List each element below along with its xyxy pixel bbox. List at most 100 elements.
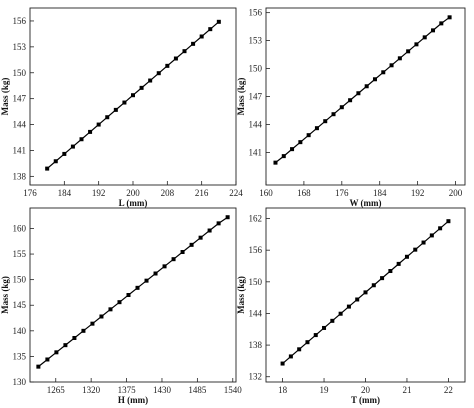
y-tick-label: 156	[249, 8, 263, 18]
data-point	[355, 297, 360, 302]
data-point	[297, 347, 302, 352]
x-tick-label: 208	[161, 188, 175, 198]
data-point	[314, 126, 319, 131]
y-tick-label: 150	[13, 275, 27, 285]
y-tick-label: 141	[249, 147, 263, 157]
data-point	[446, 219, 451, 224]
data-point	[45, 166, 50, 171]
data-point	[346, 304, 351, 309]
y-tick-label: 138	[13, 171, 27, 181]
plot-frame-w	[265, 7, 466, 186]
data-point	[273, 160, 278, 165]
x-tick-label: 21	[402, 385, 411, 395]
data-point	[348, 98, 353, 103]
data-point	[63, 343, 68, 348]
data-point	[165, 63, 170, 68]
data-point	[135, 285, 140, 290]
x-tick-label: 200	[126, 188, 140, 198]
y-tick-label: 156	[13, 16, 27, 26]
y-tick-label: 156	[249, 245, 263, 255]
x-tick-label: 18	[278, 385, 288, 395]
data-point	[280, 361, 285, 366]
data-point	[126, 293, 131, 297]
data-point	[331, 112, 336, 117]
data-point	[216, 221, 221, 226]
data-point	[105, 115, 110, 120]
data-point	[180, 250, 185, 255]
data-point	[198, 235, 203, 240]
data-point	[79, 137, 84, 142]
data-point	[421, 240, 426, 245]
x-tick-label: 1375	[118, 385, 137, 395]
data-point	[322, 325, 327, 330]
x-tick-label: 160	[259, 188, 273, 198]
y-tick-label: 150	[249, 64, 263, 74]
data-point	[153, 271, 158, 276]
y-tick-label: 155	[13, 249, 27, 259]
data-point	[72, 335, 77, 340]
x-tick-label: 1265	[47, 385, 66, 395]
data-point	[305, 340, 310, 345]
data-point	[156, 71, 161, 76]
data-point	[438, 226, 443, 231]
data-point	[439, 21, 444, 26]
y-tick-label: 153	[13, 42, 27, 52]
data-point	[330, 318, 335, 323]
data-point	[388, 269, 393, 274]
data-point	[447, 15, 452, 20]
x-axis-label-l: L (mm)	[119, 198, 148, 208]
data-point	[290, 147, 295, 152]
data-point	[96, 122, 101, 127]
data-point	[70, 144, 75, 149]
data-point	[406, 49, 411, 54]
data-point	[173, 56, 178, 61]
data-point	[131, 93, 135, 98]
x-tick-label: 20	[361, 385, 371, 395]
x-tick-label: 1320	[82, 385, 101, 395]
series-line-w	[275, 16, 450, 164]
data-point	[207, 228, 212, 233]
data-point	[99, 314, 104, 319]
data-point	[363, 290, 368, 295]
data-point	[404, 254, 409, 259]
data-point	[162, 264, 167, 269]
y-tick-label: 150	[249, 277, 263, 287]
y-tick-label: 150	[13, 68, 27, 78]
data-point	[356, 91, 361, 96]
x-axis-label-t: T (mm)	[351, 395, 380, 405]
data-point	[313, 333, 318, 338]
data-point	[208, 27, 213, 32]
y-tick-label: 141	[13, 145, 27, 155]
data-point	[422, 35, 427, 40]
panel-T: 18 19 20 21 22 132 138 144 150 156 162 T (mm) Mass (…	[236, 207, 466, 405]
data-point	[36, 364, 41, 369]
x-tick-label: 168	[297, 188, 311, 198]
data-point	[199, 34, 204, 39]
panel-L: 176 184 192 200 208 216 224 138 141 144 147 150 153 1…	[0, 7, 243, 208]
data-point	[389, 63, 394, 68]
y-tick-label: 144	[249, 308, 263, 318]
data-point	[288, 354, 293, 359]
data-point	[397, 56, 402, 61]
y-tick-label: 160	[13, 223, 27, 233]
y-axis-label-t: Mass (kg)	[236, 276, 246, 314]
data-point	[62, 151, 67, 156]
x-axis-label-w: W (mm)	[349, 198, 381, 208]
data-point	[298, 140, 303, 145]
data-point	[144, 278, 149, 283]
data-point	[306, 133, 311, 138]
x-tick-label: 184	[373, 188, 387, 198]
y-axis-label-h: Mass (kg)	[0, 276, 10, 314]
x-tick-label: 1430	[153, 385, 172, 395]
data-point	[182, 49, 187, 54]
y-tick-label: 153	[249, 36, 263, 46]
data-point	[380, 276, 385, 281]
y-tick-label: 138	[249, 340, 263, 350]
data-point	[396, 261, 401, 266]
y-tick-label: 140	[13, 326, 27, 336]
y-tick-label: 162	[249, 214, 263, 224]
x-tick-label: 200	[449, 188, 463, 198]
x-tick-label: 224	[229, 188, 243, 198]
y-tick-label: 147	[249, 92, 263, 102]
